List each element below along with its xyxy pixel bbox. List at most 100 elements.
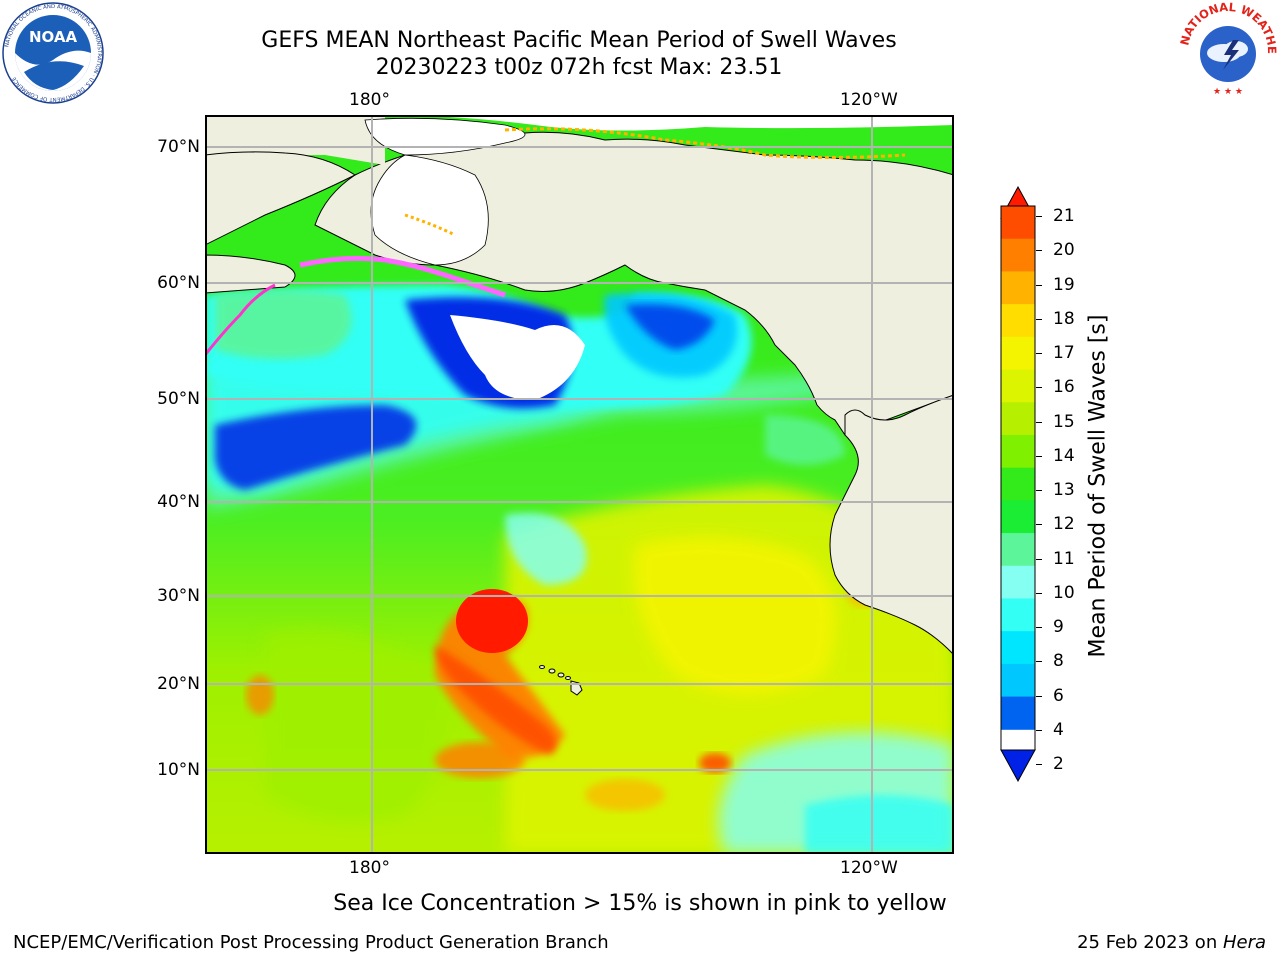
colorbar-tick-mark [1036,387,1042,389]
colorbar-swatch [1001,696,1035,730]
colorbar-swatch [1001,402,1035,436]
colorbar-tick-mark [1036,421,1042,423]
lat-label-40n: 40°N [157,492,200,512]
lat-label-10n: 10°N [157,760,200,780]
colorbar-tick-label: 13 [1053,480,1075,500]
colorbar-tick-label: 17 [1053,343,1075,363]
swell-red-streak [435,645,557,755]
sea-ice-edge-west [205,283,276,356]
colorbar-tick-mark [1036,216,1042,217]
lat-label-50n: 50°N [157,389,200,409]
colorbar-tick-label: 2 [1053,754,1064,774]
noaa-logo: NOAA NATIONAL OCEANIC AND ATMOSPHERIC AD… [2,2,104,104]
colorbar-tick-mark [1036,729,1042,731]
footer-host: Hera [1222,932,1266,953]
colorbar-ticks: 21 20 19 18 17 16 15 14 13 12 11 10 9 8 6 4 2 [1036,206,1085,774]
swell-period-map [205,115,954,854]
colorbar-tick-mark [1036,455,1042,457]
lon-label-top-120w: 120°W [840,90,898,110]
bright-yellow-swell-area [633,537,837,695]
colorbar-tick-mark [1036,353,1042,354]
colorbar-tick-mark [1036,695,1042,697]
plot-title: GEFS MEAN Northeast Pacific Mean Period … [261,28,897,53]
colorbar-swatch [1001,467,1035,501]
svg-text:★ ★ ★: ★ ★ ★ [1213,87,1243,97]
colorbar-tick-label: 18 [1053,308,1075,329]
bering-no-data [450,315,585,400]
colorbar-swatch [1001,434,1035,469]
lon-label-top-180: 180° [349,90,390,110]
lon-label-bottom-180: 180° [349,858,390,878]
colorbar-swatch [1001,565,1035,599]
colorbar-tick-label: 11 [1053,548,1075,569]
arctic-top-white [205,115,954,131]
map-panel [205,115,954,854]
colorbar-svg [1000,185,1036,783]
colorbar-tick-mark [1036,490,1042,491]
colorbar-swatch [1001,598,1035,632]
land-north-america [829,394,954,656]
plot-subtitle: 20230223 t00z 072h fcst Max: 23.51 [375,55,783,80]
swell-orange-east [585,779,665,811]
colorbar [1000,185,1036,783]
colorbar-tick-label: 4 [1053,719,1064,740]
colorbar-tick-label: 8 [1053,651,1064,672]
colorbar-tick-mark [1036,558,1042,560]
colorbar-swatch [1001,533,1035,567]
colorbar-tick-mark [1036,250,1042,252]
colorbar-swatch [1001,369,1035,403]
low-period-blue-west [215,405,417,490]
lon-label-bottom-120w: 120°W [840,858,898,878]
colorbar-tick-label: 9 [1053,617,1064,637]
colorbar-tick-label: 16 [1053,377,1075,398]
colorbar-swatch [1001,500,1035,534]
lat-label-60n: 60°N [157,273,200,293]
noaa-logo-text: NOAA [29,28,78,46]
colorbar-tick-mark [1036,764,1042,765]
nws-logo: NATIONAL WEATHER SERVICE ★ ★ ★ [1174,0,1279,100]
colorbar-tick-mark [1036,627,1042,628]
footer-left: NCEP/EMC/Verification Post Processing Pr… [13,932,609,953]
colorbar-tick-label: 21 [1053,206,1075,226]
lat-label-20n: 20°N [157,674,200,694]
colorbar-tick-label: 14 [1053,445,1075,466]
footer-right: 25 Feb 2023 on Hera [1077,932,1266,953]
colorbar-swatch [1001,631,1035,665]
sea-ice-edge-pink [299,255,506,298]
colorbar-tick-label: 12 [1053,514,1075,535]
colorbar-frame [1000,205,1036,751]
greenyellow-swell-area [265,630,445,822]
colorbar-tick-mark [1036,661,1042,663]
sea-ice-note: Sea Ice Concentration > 15% is shown in … [333,891,947,916]
sea-ice-edge-bering [404,213,456,237]
gulf-blue [625,304,715,350]
colorbar-swatch [1001,336,1035,371]
midlat-cyan-patch [505,513,587,585]
gridlines [205,115,954,854]
kamchatka-green [215,290,352,359]
footer-date: 25 Feb 2023 on [1077,932,1223,953]
swell-orange-south [435,742,525,778]
lat-label-30n: 30°N [157,586,200,606]
midlat-green-patch [765,415,845,465]
colorbar-swatch [1001,238,1035,272]
swell-red-east [699,753,731,773]
colorbar-tick-mark [1036,592,1042,594]
land-siberia [205,151,356,246]
colorbar-tick-label: 15 [1053,411,1075,432]
colorbar-tick-mark [1036,524,1042,526]
colorbar-swatch [1001,663,1035,698]
lat-label-70n: 70°N [157,137,200,157]
swell-orange-west [246,675,274,715]
colorbar-swatch [1001,271,1035,305]
colorbar-swatch [1001,304,1035,338]
colorbar-tick-label: 6 [1053,685,1064,706]
colorbar-swatch [1001,206,1035,240]
map-frame [205,115,954,854]
arctic-ocean-white [364,117,526,156]
colorbar-tick-label: 20 [1053,240,1075,261]
colorbar-tick-label: 19 [1053,274,1075,295]
colorbar-label: Mean Period of Swell Waves [s] [1085,314,1111,658]
colorbar-tick-label: 10 [1053,582,1075,603]
colorbar-tick-mark [1036,284,1042,286]
